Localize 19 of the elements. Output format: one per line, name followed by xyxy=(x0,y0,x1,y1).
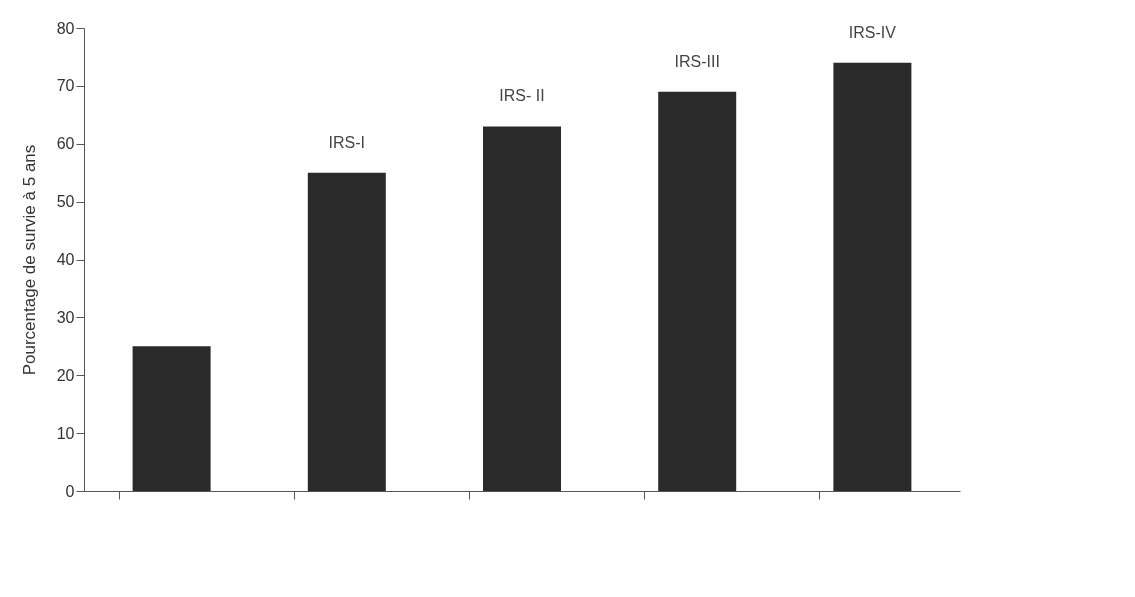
y-tick-label: 60 xyxy=(56,135,75,153)
y-tick-label: 0 xyxy=(65,482,75,500)
y-tick-label: 40 xyxy=(56,251,75,268)
bar xyxy=(833,62,912,491)
bar xyxy=(307,172,386,491)
x-tick-label: IRS-III xyxy=(674,52,720,70)
y-axis-title: Pourcentage de survie à 5 ans xyxy=(19,144,39,376)
x-tick-label: IRS-IV xyxy=(848,23,897,41)
x-tick-label: IRS- II xyxy=(499,87,545,105)
y-tick-label: 10 xyxy=(56,424,75,442)
y-tick-label: 70 xyxy=(56,77,75,95)
y-tick-label: 80 xyxy=(56,19,75,37)
bar xyxy=(132,346,211,491)
y-tick-label: 30 xyxy=(56,308,75,326)
bar xyxy=(483,126,561,491)
x-tick-label: IRS-I xyxy=(328,133,366,151)
bar xyxy=(658,91,737,491)
y-tick-label: 50 xyxy=(56,193,75,211)
y-tick-label: 20 xyxy=(56,366,75,384)
